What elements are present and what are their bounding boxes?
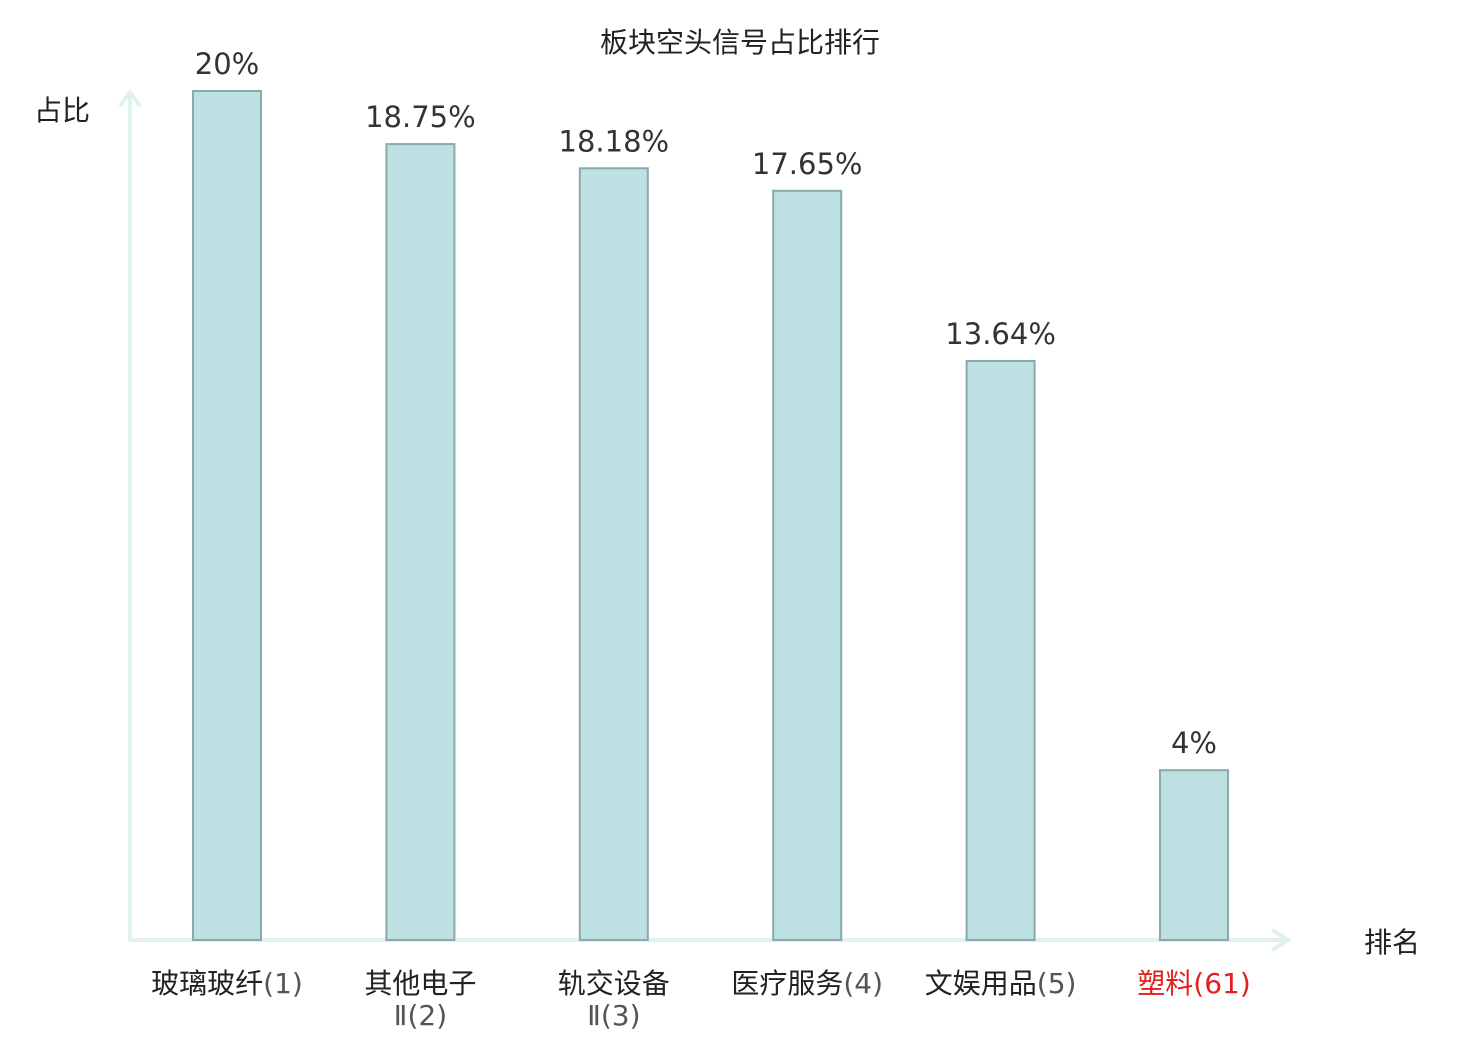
bar-2 (385, 143, 456, 942)
category-rank: (61) (1193, 967, 1250, 1000)
bar-6 (1159, 769, 1229, 942)
category-rank: (4) (843, 967, 883, 1000)
value-label-3: 18.18% (559, 124, 670, 158)
category-rank: (2) (407, 999, 447, 1032)
x-axis-arrow (1270, 928, 1292, 952)
category-name: 玻璃玻纤 (151, 967, 263, 1000)
value-label-2: 18.75% (365, 100, 476, 134)
category-name: Ⅱ (587, 999, 601, 1032)
category-label-2-line-2: Ⅱ(2) (394, 999, 447, 1032)
category-rank: (5) (1037, 967, 1077, 1000)
category-name: Ⅱ (394, 999, 408, 1032)
value-label-1: 20% (195, 47, 259, 81)
y-axis-label: 占比 (34, 94, 90, 127)
category-label-5: 文娱用品(5) (925, 967, 1077, 1000)
category-rank: (3) (601, 999, 641, 1032)
category-label-3: 轨交设备 (558, 967, 670, 1000)
y-axis-arrow (118, 88, 142, 108)
category-rank: (1) (263, 967, 303, 1000)
bar-5 (965, 360, 1036, 941)
value-label-5: 13.64% (945, 317, 1056, 351)
value-labels-group: 20% 18.75% 18.18% 17.65% 13.64% 4% (195, 47, 1217, 760)
category-name: 医疗服务 (731, 967, 843, 1000)
category-name: 其他电子 (364, 967, 476, 1000)
category-label-1: 玻璃玻纤(1) (151, 967, 303, 1000)
category-label-6: 塑料(61) (1137, 967, 1251, 1000)
category-label-4: 医疗服务(4) (731, 967, 883, 1000)
bar-1 (192, 90, 262, 941)
category-name: 轨交设备 (558, 967, 670, 1000)
category-label-2: 其他电子 (364, 967, 476, 1000)
value-label-6: 4% (1171, 726, 1217, 760)
chart-title: 板块空头信号占比排行 (600, 26, 880, 59)
value-label-4: 17.65% (752, 147, 863, 181)
bar-3 (578, 167, 649, 942)
category-name: 塑料 (1137, 967, 1193, 1000)
bars-group (192, 90, 1229, 942)
bar-4 (772, 189, 843, 942)
category-label-3-line-2: Ⅱ(3) (587, 999, 640, 1032)
category-name: 文娱用品 (925, 967, 1037, 1000)
x-axis-label: 排名 (1364, 926, 1420, 959)
